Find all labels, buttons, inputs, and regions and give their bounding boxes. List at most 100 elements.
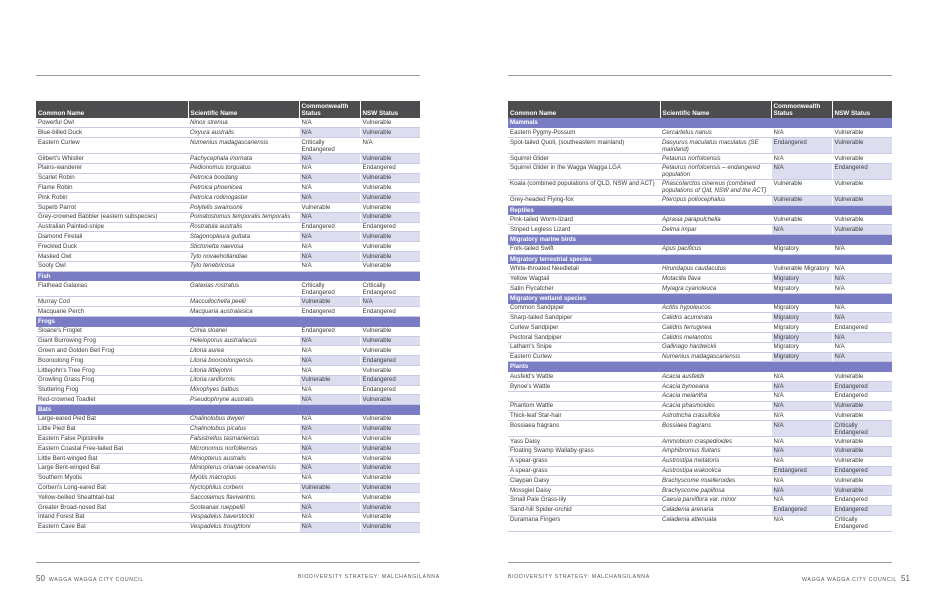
- nsw-status-cell: Vulnerable: [359, 345, 420, 357]
- table-row: Satin Flycatcher Myiagra cyanoleuca Migrat…: [508, 283, 892, 294]
- table-row: Large-eared Pied Bat Chalinolobus dwyeri N…: [36, 414, 420, 425]
- table-row: Powerful Owl Ninox strenua N/A Vulnerable: [36, 118, 420, 129]
- common-name-cell: Little Pied Bat: [36, 424, 188, 435]
- common-name-cell: Ausfeld's Wattle: [508, 372, 660, 383]
- commonwealth-status-cell: Vulnerable: [770, 179, 832, 196]
- table-row: Bossiaea fragrans Bossiaea fragrans N/A Cri…: [508, 420, 892, 438]
- common-name-cell: Superb Parrot: [36, 202, 188, 213]
- common-name-cell: Pectoral Sandpiper: [508, 332, 660, 343]
- nsw-status-cell: Vulnerable: [359, 463, 420, 474]
- commonwealth-status-cell: N/A: [298, 512, 360, 523]
- commonwealth-status-cell: Critically Endangered: [298, 281, 360, 298]
- table-row: Growling Grass Frog Litoria raniformis Vul…: [36, 375, 420, 386]
- section-row: Bats: [36, 404, 420, 415]
- col-common-name: Common Name: [508, 101, 660, 119]
- nsw-status-cell: N/A: [831, 283, 892, 294]
- commonwealth-status-cell: Endangered: [770, 505, 832, 516]
- nsw-status-cell: Vulnerable: [359, 261, 420, 272]
- common-name-cell: Common Sandpiper: [508, 303, 660, 314]
- commonwealth-status-cell: Endangered: [770, 466, 832, 477]
- col-scientific-name: Scientific Name: [659, 101, 771, 119]
- scientific-name-cell: Austrostipa metatoris: [660, 456, 771, 467]
- common-name-cell: Macquarie Perch: [36, 306, 188, 318]
- commonwealth-status-cell: N/A: [770, 475, 832, 487]
- footer-strategy: BIODIVERSITY STRATEGY: MALCHANGILANNA: [298, 574, 440, 580]
- scientific-name-cell: Miniopterus orianae oceanensis: [188, 463, 299, 474]
- commonwealth-status-cell: Migratory: [770, 273, 832, 285]
- nsw-status-cell: Vulnerable: [831, 456, 892, 467]
- species-table-right: Common Name Scientific Name Commonwealth…: [508, 101, 892, 532]
- commonwealth-status-cell: Vulnerable: [298, 202, 360, 213]
- table-row: Common Sandpiper Actitis hypoleucos Migrat…: [508, 303, 892, 314]
- commonwealth-status-cell: N/A: [298, 212, 360, 223]
- common-name-cell: Australian Painted-snipe: [36, 222, 188, 233]
- common-name-cell: Phantom Wattle: [508, 401, 660, 412]
- commonwealth-status-cell: Vulnerable Migratory: [770, 264, 832, 275]
- scientific-name-cell: Petaurus norfolcensis – endangered popul…: [660, 163, 771, 180]
- scientific-name-cell: Gallinago hardwickii: [660, 342, 771, 353]
- col-nsw-status: NSW Status: [831, 101, 892, 119]
- section-label: Migratory wetland species: [508, 293, 892, 304]
- nsw-status-cell: Critically Endangered: [831, 420, 892, 438]
- common-name-cell: Inland Forest Bat: [36, 512, 188, 523]
- table-row: Gilbert's Whistler Pachycephala inornata N…: [36, 153, 420, 164]
- table-row: Murray Cod Maccullochella peelii Vulnerabl…: [36, 296, 420, 308]
- table-row: White-throated Needletail Hirundapus caud…: [508, 264, 892, 275]
- nsw-status-cell: Vulnerable: [831, 137, 892, 155]
- commonwealth-status-cell: N/A: [298, 241, 360, 253]
- commonwealth-status-cell: Vulnerable: [298, 483, 360, 494]
- table-row: Little Bent-winged Bat Miniopterus austra…: [36, 453, 420, 464]
- nsw-status-cell: N/A: [359, 296, 420, 308]
- nsw-status-cell: Endangered: [359, 375, 420, 386]
- nsw-status-cell: Vulnerable: [359, 483, 420, 494]
- commonwealth-status-cell: Endangered: [298, 306, 360, 318]
- nsw-status-cell: Vulnerable: [359, 434, 420, 445]
- common-name-cell: Diamond Firetail: [36, 231, 188, 243]
- common-name-cell: A spear-grass: [508, 456, 660, 467]
- commonwealth-status-cell: N/A: [298, 365, 360, 376]
- scientific-name-cell: Petaurus norfolcensis: [660, 153, 771, 164]
- scientific-name-cell: Cercartetus nanus: [660, 128, 771, 139]
- nsw-status-cell: Vulnerable: [359, 127, 420, 139]
- table-row: Thick-leaf Star-hair Astrotricha crassifo…: [508, 410, 892, 422]
- col-common-name: Common Name: [36, 101, 188, 119]
- scientific-name-cell: Caesia parviflora var. minor: [660, 495, 771, 506]
- table-row: Sooty Owl Tyto tenebricosa N/A Vulnerable: [36, 261, 420, 272]
- common-name-cell: Scarlet Robin: [36, 173, 188, 184]
- commonwealth-status-cell: N/A: [298, 127, 360, 139]
- common-name-cell: Murray Cod: [36, 296, 188, 308]
- table-row: Latham's Snipe Gallinago hardwickii Migrat…: [508, 342, 892, 353]
- commonwealth-status-cell: Migratory: [770, 303, 832, 314]
- table-row: Acacia meiantha N/A Endangered: [508, 391, 892, 402]
- common-name-cell: Eastern Pygmy-Possum: [508, 128, 660, 139]
- common-name-cell: Flame Robin: [36, 182, 188, 194]
- common-name-cell: Satin Flycatcher: [508, 283, 660, 294]
- common-name-cell: Masked Owl: [36, 251, 188, 262]
- table-row: Eastern Curlew Numenius madagascariensis C…: [36, 137, 420, 155]
- table-row: Pink-tailed Worm-lizard Aprasia parapulch…: [508, 215, 892, 226]
- nsw-status-cell: Vulnerable: [831, 410, 892, 422]
- table-row: Sand-hill Spider-orchid Caladenia arenari…: [508, 505, 892, 516]
- common-name-cell: Gilbert's Whistler: [36, 153, 188, 164]
- section-label: Bats: [36, 404, 420, 415]
- nsw-status-cell: N/A: [359, 137, 420, 155]
- common-name-cell: Blue-billed Duck: [36, 127, 188, 139]
- scientific-name-cell: Brachyscome papillosa: [660, 485, 771, 496]
- table-row: Duramana Fingers Caladenia attenuata N/A Cr…: [508, 515, 892, 532]
- table-row: Diamond Firetail Stagonopleura guttata N/A…: [36, 231, 420, 243]
- nsw-status-cell: Endangered: [831, 391, 892, 402]
- common-name-cell: Booroolong Frog: [36, 355, 188, 366]
- commonwealth-status-cell: N/A: [770, 495, 832, 506]
- commonwealth-status-cell: N/A: [770, 401, 832, 412]
- table-row: Plains-wanderer Pedionomus torquatus N/A En…: [36, 163, 420, 174]
- common-name-cell: Small Pale Grass-lily: [508, 495, 660, 506]
- scientific-name-cell: Actitis hypoleucos: [660, 303, 771, 314]
- footer-strategy: BIODIVERSITY STRATEGY: MALCHANGILANNA: [508, 574, 650, 580]
- commonwealth-status-cell: N/A: [770, 128, 832, 139]
- scientific-name-cell: Calidris acuminata: [660, 312, 771, 324]
- nsw-status-cell: Vulnerable: [831, 215, 892, 226]
- common-name-cell: Koala (combined populations of QLD, NSW …: [508, 179, 660, 196]
- common-name-cell: Sooty Owl: [36, 261, 188, 272]
- common-name-cell: Flathead Galaxias: [36, 281, 188, 298]
- nsw-status-cell: Vulnerable: [359, 522, 420, 533]
